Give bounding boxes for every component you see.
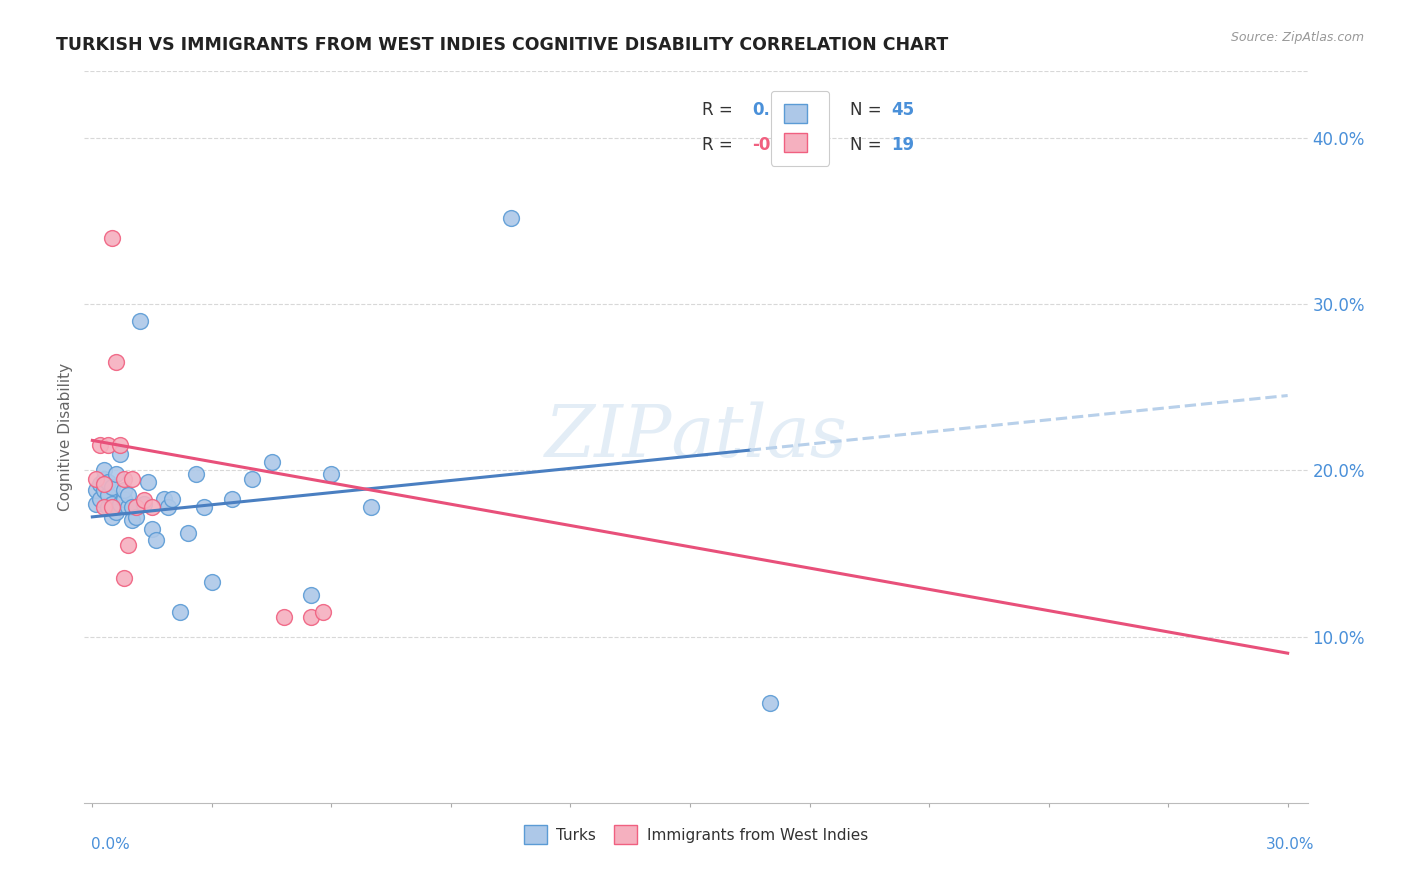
Point — [101, 500, 124, 514]
Legend: Turks, Immigrants from West Indies: Turks, Immigrants from West Indies — [517, 819, 875, 850]
Text: -0.482: -0.482 — [752, 136, 811, 153]
Point — [321, 467, 343, 481]
Point — [110, 447, 132, 461]
Point — [240, 472, 263, 486]
Point — [312, 605, 335, 619]
Point — [157, 500, 180, 514]
Point — [97, 475, 120, 489]
Point — [136, 475, 159, 489]
Point — [129, 314, 152, 328]
Text: TURKISH VS IMMIGRANTS FROM WEST INDIES COGNITIVE DISABILITY CORRELATION CHART: TURKISH VS IMMIGRANTS FROM WEST INDIES C… — [56, 36, 949, 54]
Point — [89, 476, 111, 491]
Point — [101, 509, 124, 524]
Point — [360, 500, 382, 514]
Point — [160, 491, 183, 506]
Point — [117, 538, 139, 552]
Text: ZIP​atlas: ZIP​atlas — [544, 401, 848, 473]
Point — [221, 491, 243, 506]
Point — [193, 500, 215, 514]
Text: Source: ZipAtlas.com: Source: ZipAtlas.com — [1230, 31, 1364, 45]
Point — [121, 472, 143, 486]
Point — [86, 483, 108, 498]
Point — [93, 483, 115, 498]
Text: 45: 45 — [891, 101, 915, 119]
Point — [121, 500, 143, 514]
Text: 30.0%: 30.0% — [1267, 837, 1315, 852]
Point — [169, 605, 191, 619]
Point — [105, 505, 128, 519]
Text: N =: N = — [851, 101, 882, 119]
Point — [112, 472, 135, 486]
Point — [125, 500, 148, 514]
Point — [153, 491, 176, 506]
Point — [89, 438, 111, 452]
Point — [101, 497, 124, 511]
Point — [121, 513, 143, 527]
Point — [89, 491, 111, 506]
Point — [93, 472, 115, 486]
Y-axis label: Cognitive Disability: Cognitive Disability — [58, 363, 73, 511]
Point — [117, 500, 139, 514]
Point — [301, 588, 323, 602]
Point — [260, 455, 283, 469]
Point — [177, 526, 200, 541]
Point — [184, 467, 207, 481]
Point — [110, 497, 132, 511]
Text: 19: 19 — [891, 136, 915, 153]
Point — [112, 483, 135, 498]
Point — [86, 497, 108, 511]
Text: 0.0%: 0.0% — [91, 837, 131, 852]
Point — [110, 438, 132, 452]
Point — [112, 571, 135, 585]
Text: R =: R = — [702, 136, 733, 153]
Point — [93, 500, 115, 514]
Text: 0.180: 0.180 — [752, 101, 804, 119]
Point — [117, 488, 139, 502]
Point — [112, 491, 135, 506]
Point — [97, 500, 120, 514]
Point — [105, 355, 128, 369]
Text: N =: N = — [851, 136, 882, 153]
Point — [201, 574, 224, 589]
Point — [145, 533, 167, 548]
Point — [105, 467, 128, 481]
Point — [97, 488, 120, 502]
Point — [93, 476, 115, 491]
Point — [101, 230, 124, 244]
Point — [499, 211, 522, 225]
Text: R =: R = — [702, 101, 733, 119]
Point — [125, 509, 148, 524]
Point — [134, 497, 156, 511]
Point — [141, 521, 163, 535]
Point — [97, 438, 120, 452]
Point — [301, 609, 323, 624]
Point — [86, 472, 108, 486]
Point — [134, 493, 156, 508]
Point — [101, 480, 124, 494]
Point — [93, 463, 115, 477]
Point — [758, 696, 780, 710]
Point — [273, 609, 295, 624]
Point — [141, 500, 163, 514]
